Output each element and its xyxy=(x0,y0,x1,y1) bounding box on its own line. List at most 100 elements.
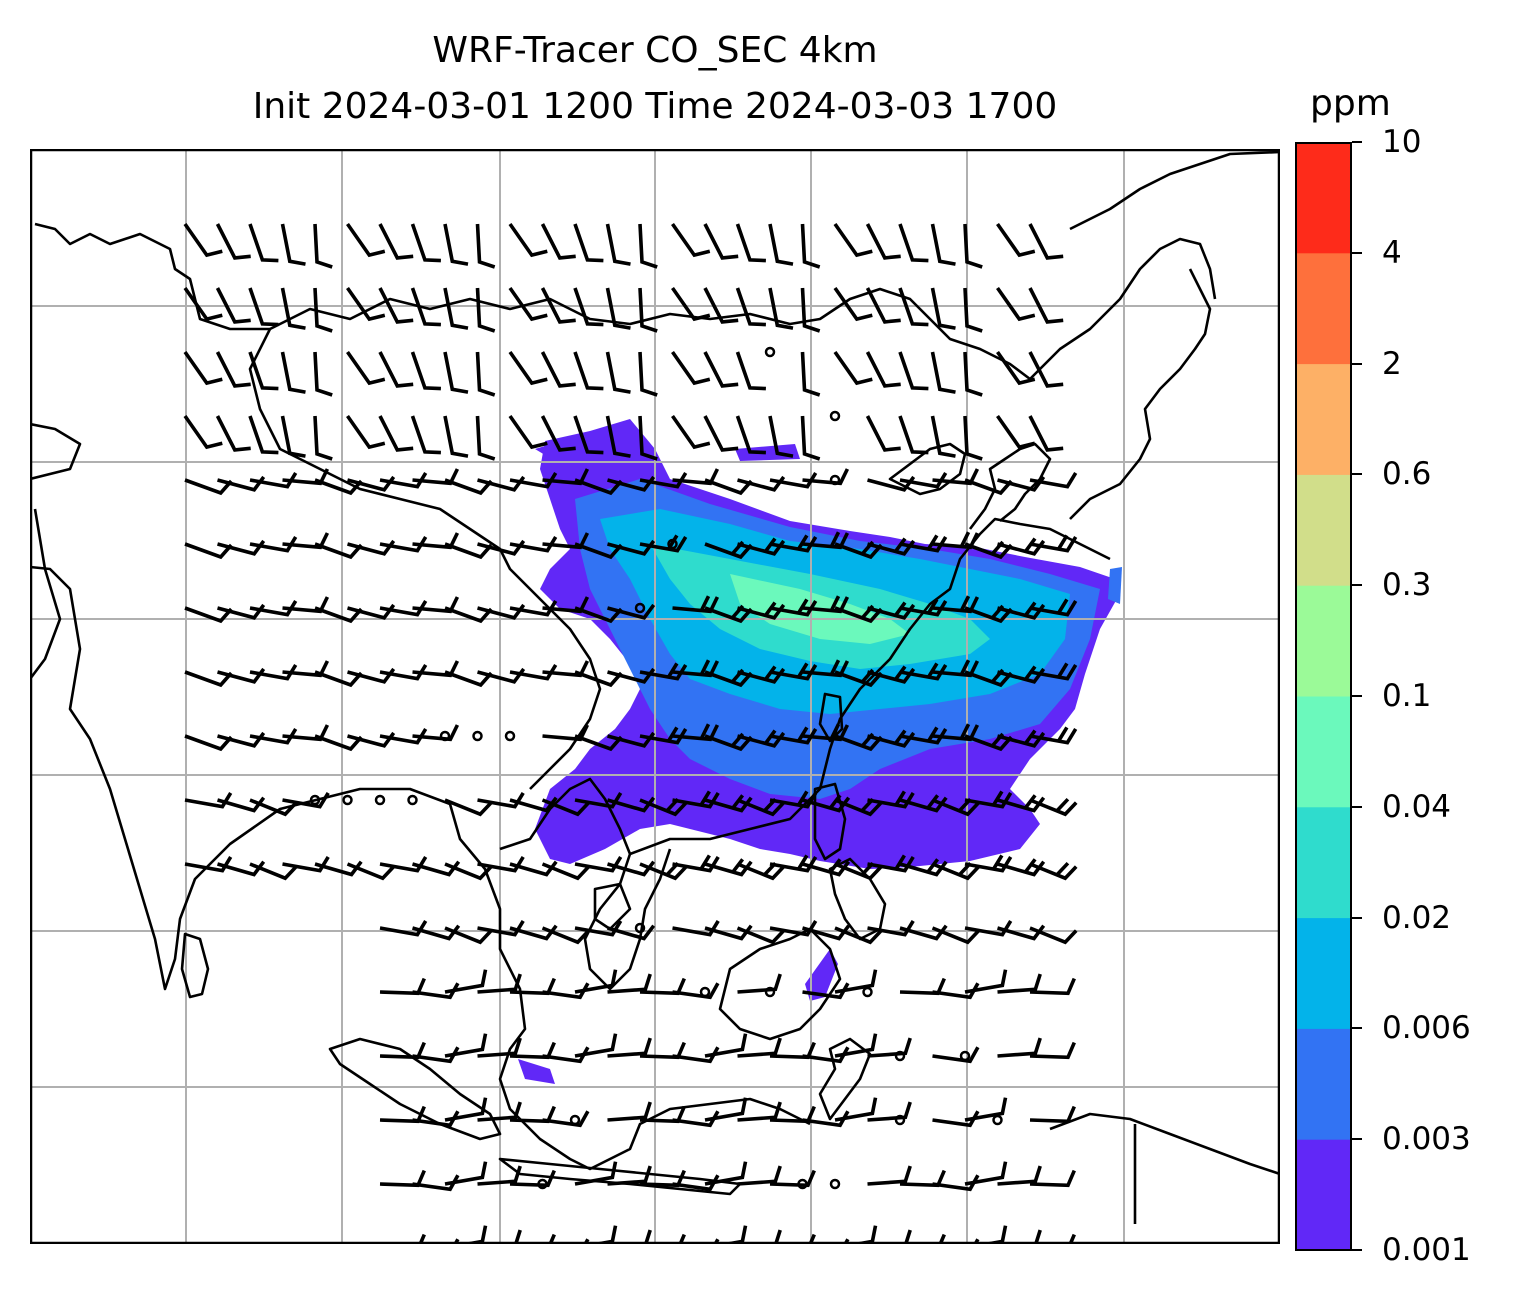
map-gridlines xyxy=(30,149,1280,1244)
wind-barb xyxy=(379,919,428,937)
wind-barb xyxy=(865,415,901,452)
wind-barb xyxy=(931,926,981,945)
wind-barb xyxy=(964,790,1013,809)
wind-barb xyxy=(573,223,604,263)
wind-barb xyxy=(703,223,739,260)
coast-china-east xyxy=(629,517,1111,856)
wind-barb xyxy=(444,542,493,560)
wind-barb xyxy=(412,1110,460,1128)
wind-barb xyxy=(1068,1233,1076,1244)
wind-barb xyxy=(963,351,983,397)
wind-barb xyxy=(540,415,576,452)
colorbar-tick-label: 0.1 xyxy=(1382,678,1432,714)
wind-barb xyxy=(443,415,469,458)
wind-barb xyxy=(574,542,623,560)
colorbar-segment xyxy=(1296,252,1351,365)
wind-barb-calm xyxy=(862,986,873,998)
colorbar-segment xyxy=(1296,1028,1351,1140)
wind-barb xyxy=(215,223,251,260)
wind-barb xyxy=(282,791,330,809)
wind-barb xyxy=(977,1225,1008,1244)
wind-barb-calm xyxy=(309,794,321,806)
wind-barb xyxy=(638,351,658,397)
wind-barb xyxy=(183,222,223,258)
wind-barb xyxy=(346,414,386,450)
colorbar-tick-mark xyxy=(1352,473,1362,476)
colorbar-tick-label: 0.001 xyxy=(1382,1232,1471,1268)
map-canvas xyxy=(30,149,1280,1244)
wind-barb xyxy=(379,471,428,489)
wind-barb xyxy=(540,287,576,324)
wind-barb xyxy=(671,414,711,450)
wind-barb xyxy=(607,860,656,877)
wind-barb xyxy=(477,1037,522,1058)
wind-barb xyxy=(314,606,363,624)
wind-barb xyxy=(899,924,948,941)
wind-barb xyxy=(444,1033,488,1058)
wind-barb xyxy=(444,798,493,817)
wind-barb xyxy=(540,223,576,260)
wind-barb xyxy=(587,1225,618,1244)
wind-barb xyxy=(574,606,623,624)
coast-srilanka xyxy=(180,932,210,999)
coast-arabia xyxy=(30,422,82,481)
wind-barb xyxy=(802,468,850,486)
wind-barb xyxy=(996,286,1036,322)
wind-barb xyxy=(735,415,766,455)
map-title-line2: Init 2024-03-01 1200 Time 2024-03-03 170… xyxy=(252,86,1058,127)
wind-barb xyxy=(899,471,948,489)
wind-barb xyxy=(802,1110,850,1128)
wind-barb xyxy=(573,415,604,455)
wind-barb xyxy=(768,287,794,330)
colorbar-tick-mark xyxy=(1352,805,1362,808)
wind-barb xyxy=(1029,1105,1076,1124)
wind-barb xyxy=(477,791,525,809)
wind-barb xyxy=(313,415,333,461)
wind-barb xyxy=(509,599,558,617)
wind-barb xyxy=(509,860,558,877)
wind-barb xyxy=(963,287,983,333)
colorbar-segment xyxy=(1296,585,1351,697)
wind-barb xyxy=(833,286,873,322)
wind-barb xyxy=(444,969,488,994)
wind-barb xyxy=(379,855,428,873)
wind-barb xyxy=(930,223,956,266)
wind-barb xyxy=(248,415,279,455)
wind-barb xyxy=(542,1046,590,1064)
wind-barb xyxy=(704,1097,748,1122)
colorbar-tick-label: 2 xyxy=(1382,345,1402,382)
wind-barb xyxy=(1028,351,1064,388)
wind-barb xyxy=(769,534,818,553)
coast-java xyxy=(498,1157,742,1196)
wind-barb xyxy=(769,471,818,489)
wind-barb xyxy=(280,287,306,330)
coast-russia-far-east xyxy=(1029,237,1217,380)
wind-barb-calm xyxy=(797,1178,808,1190)
wind-barb xyxy=(769,1169,816,1188)
wind-barb xyxy=(378,287,414,324)
wind-barb xyxy=(899,598,948,617)
wind-barb xyxy=(574,478,623,496)
colorbar-tick-mark xyxy=(1352,251,1362,254)
wind-barb xyxy=(865,351,901,388)
wind-barb xyxy=(1029,977,1076,996)
wind-barb xyxy=(444,1097,488,1122)
colorbar-tick-label: 0.003 xyxy=(1382,1121,1471,1158)
wind-barb xyxy=(899,534,948,553)
wind-barb xyxy=(932,1046,980,1064)
wind-barb xyxy=(1029,861,1078,881)
wind-barb xyxy=(574,734,623,752)
wind-barb xyxy=(410,287,441,327)
coast-indochina xyxy=(499,777,672,991)
wind-barb xyxy=(833,222,873,258)
wind-barb xyxy=(541,926,591,945)
coast-hainan xyxy=(593,882,632,931)
wind-barb xyxy=(867,1165,912,1186)
wind-barb xyxy=(477,919,525,937)
map-border xyxy=(30,149,1280,1244)
coast-se-asia xyxy=(448,803,811,1171)
wind-barb xyxy=(769,854,818,873)
wind-barb-calm xyxy=(472,730,483,742)
wind-barb xyxy=(574,1161,618,1186)
wind-barb xyxy=(444,670,493,688)
